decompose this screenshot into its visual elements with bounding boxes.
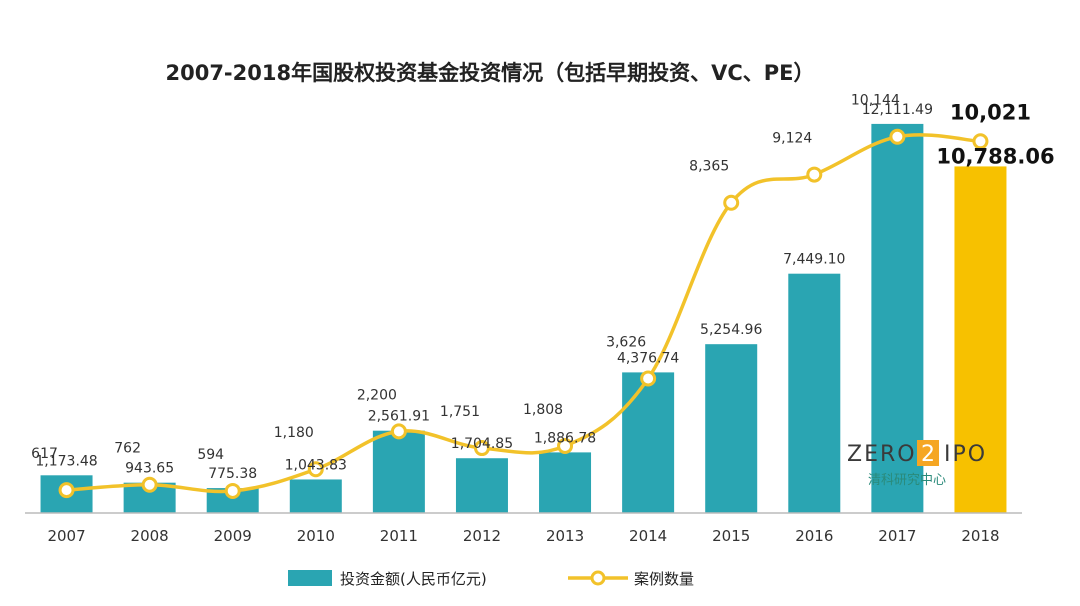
bar-value-label-2010: 1,043.83 [285,457,347,473]
line-point-2007 [58,482,75,499]
line-value-label-2011: 2,200 [357,387,397,403]
legend-line-marker [590,570,606,586]
bar-series [40,123,1007,513]
legend-line-label: 案例数量 [634,570,694,588]
line-value-label-2018: 10,021 [950,100,1031,124]
watermark-subtitle: 清科研究中心 [868,473,946,488]
bar-2011 [372,430,425,513]
bar-value-label-2016: 7,449.10 [783,252,845,268]
line-point-2012 [473,440,490,457]
line-point-2014 [640,370,657,387]
line-value-label-2012: 1,751 [440,404,480,420]
bar-value-label-2013: 1,886.78 [534,430,596,446]
line-point-2008 [141,476,158,493]
x-tick-label-2012: 2012 [463,527,501,545]
watermark-brand-mid: 2 [921,442,937,467]
x-tick-label-2008: 2008 [131,527,169,545]
x-tick-label-2018: 2018 [961,527,999,545]
x-tick-label-2013: 2013 [546,527,584,545]
line-point-2016 [806,166,823,183]
line-series [58,128,989,499]
line-point-2017 [889,128,906,145]
legend-bar-label: 投资金额(人民币亿元) [340,570,487,588]
line-point-2015 [723,194,740,211]
legend: 投资金额(人民币亿元) 案例数量 [288,570,694,588]
x-tick-label-2010: 2010 [297,527,335,545]
watermark: ZERO 2 IPO 清科研究中心 [847,440,987,488]
bar-2018 [954,166,1007,513]
bar-value-label-2009: 775.38 [208,466,257,482]
watermark-brand-right: IPO [944,442,987,467]
legend-bar-swatch [288,570,332,586]
x-tick-label-2007: 2007 [47,527,85,545]
x-tick-label-2017: 2017 [878,527,916,545]
line-value-label-2007: 617 [31,446,58,462]
line-value-label-2009: 594 [197,447,224,463]
line-value-label-2010: 1,180 [274,425,314,441]
bar-2010 [289,479,342,513]
line-value-label-2013: 1,808 [523,402,563,418]
bar-value-label-2012: 1,704.85 [451,436,513,452]
line-point-2018 [972,133,989,150]
line-value-label-2008: 762 [114,441,141,457]
line-point-2011 [390,423,407,440]
bar-value-label-2015: 5,254.96 [700,322,762,338]
x-tick-label-2009: 2009 [214,527,252,545]
line-value-label-2016: 9,124 [772,131,812,147]
x-tick-label-2015: 2015 [712,527,750,545]
bar-2012 [455,458,508,513]
chart-title: 2007-2018年国股权投资基金投资情况（包括早期投资、VC、PE） [165,61,814,85]
bar-value-label-2014: 4,376.74 [617,350,679,366]
bar-2016 [788,273,841,513]
bar-value-label-2017: 12,111.49 [862,102,933,118]
line-path [66,133,981,494]
bar-2014 [622,372,675,513]
line-point-2010 [307,461,324,478]
bar-2013 [539,452,592,513]
watermark-brand-box [917,440,939,466]
bar-value-label-2011: 2,561.91 [368,409,430,425]
bar-value-label-2008: 943.65 [125,461,174,477]
line-value-label-2017: 10,144 [851,93,900,109]
bar-2015 [705,344,758,513]
line-value-label-2015: 8,365 [689,159,729,175]
x-tick-label-2011: 2011 [380,527,418,545]
x-tick-label-2014: 2014 [629,527,667,545]
bar-value-label-2007: 1,173.48 [35,453,97,469]
x-tick-label-2016: 2016 [795,527,833,545]
watermark-brand-left: ZERO [847,442,917,467]
bar-value-label-2018: 10,788.06 [936,144,1054,168]
line-value-label-2014: 3,626 [606,335,646,351]
line-point-2013 [557,437,574,454]
line-point-2009 [224,482,241,499]
x-tick-labels: 2007 2008 2009 2010 2011 2012 2013 2014 2015 2016… [47,527,999,545]
bar-2017 [871,123,924,513]
